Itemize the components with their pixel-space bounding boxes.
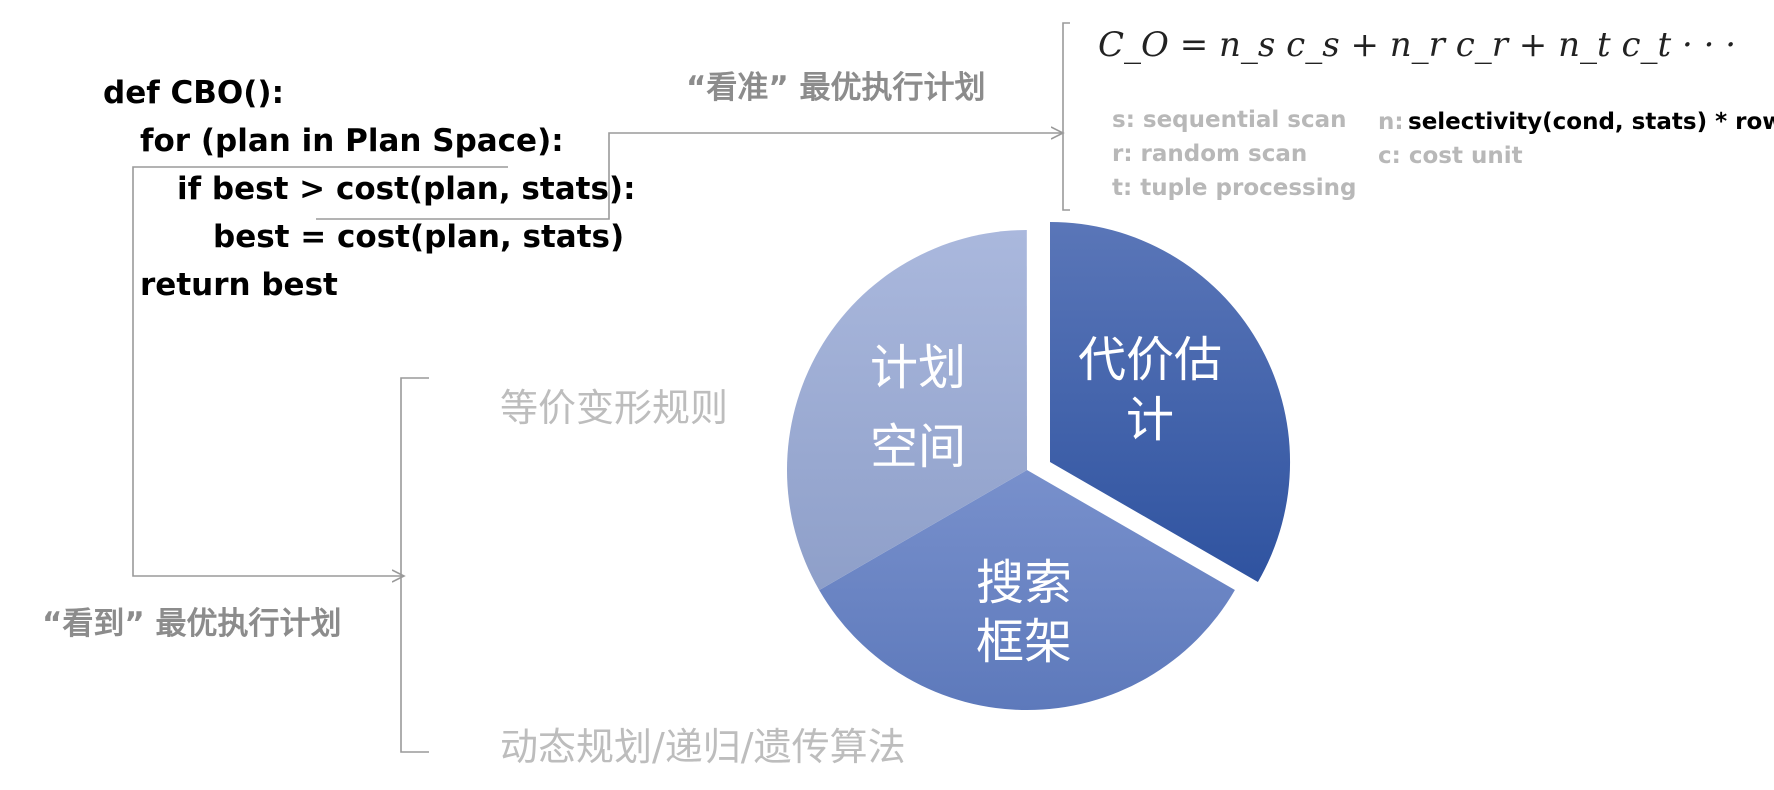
code-block: def CBO(): for (plan in Plan Space): if …	[103, 75, 635, 303]
note-equivalence-rules: 等价变形规则	[500, 386, 728, 430]
pie-label-cost-2: 计	[1126, 392, 1174, 448]
code-line-assign: best = cost(plan, stats)	[213, 219, 624, 255]
connector-plan-space	[132, 166, 508, 576]
note-search-algorithms: 动态规划/递归/遗传算法	[500, 725, 906, 769]
label-see-accurately: “看准” 最优执行计划	[686, 70, 986, 106]
label-see: “看到” 最优执行计划	[42, 606, 342, 642]
formula-text: C_O = n_s c_s + n_r c_r + n_t c_t · · ·	[1098, 25, 1736, 65]
legend-c: c: cost unit	[1378, 143, 1523, 169]
legend-s: s: sequential scan	[1112, 107, 1347, 133]
code-line-for: for (plan in Plan Space):	[140, 123, 564, 159]
legend-n-prefix: n:	[1378, 109, 1404, 135]
pie-slice-cost-estimation	[1050, 222, 1291, 582]
pie-label-cost-1: 代价估	[1078, 332, 1222, 388]
connector-cost	[316, 133, 1063, 220]
pie-label-plan-2: 空间	[870, 419, 966, 475]
formula-legend: s: sequential scan r: random scan t: tup…	[1112, 107, 1774, 201]
formula-bracket	[1062, 22, 1070, 211]
code-line-def: def CBO():	[103, 75, 284, 111]
pie-label-plan-1: 计划	[870, 340, 966, 396]
code-line-if: if best > cost(plan, stats):	[177, 171, 635, 207]
legend-r: r: random scan	[1112, 141, 1307, 167]
legend-t: t: tuple processing	[1112, 175, 1356, 201]
legend-n-value: selectivity(cond, stats) * rows	[1408, 109, 1774, 135]
cost-formula: C_O = n_s c_s + n_r c_r + n_t c_t · · ·	[1098, 25, 1736, 65]
pie-label-search-2: 框架	[976, 614, 1072, 670]
pie-slice-search-framework	[819, 470, 1235, 711]
pie-chart: 代价估 计 搜索 框架 计划 空间	[786, 222, 1291, 711]
notes-bracket	[400, 377, 429, 753]
pie-label-search-1: 搜索	[976, 555, 1072, 611]
pie-slice-plan-space	[786, 230, 1027, 591]
code-line-return: return best	[140, 267, 338, 303]
